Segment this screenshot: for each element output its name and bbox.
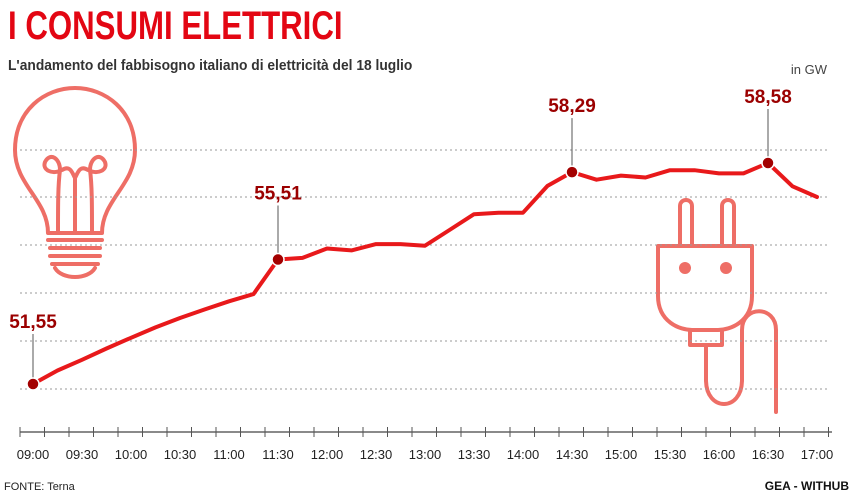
x-tick-label: 15:30 (654, 447, 687, 462)
source-note: FONTE: Terna (4, 481, 75, 493)
data-point-marker (565, 165, 579, 179)
data-point-marker (761, 156, 775, 170)
x-tick-label: 17:00 (801, 447, 834, 462)
x-tick-label: 13:30 (458, 447, 491, 462)
credit-label: GEA - WITHUB (764, 479, 849, 493)
chart-subtitle: L'andamento del fabbisogno italiano di e… (8, 57, 413, 74)
data-point-marker (271, 252, 285, 267)
x-tick-label: 12:00 (311, 447, 344, 462)
x-tick-label: 11:30 (262, 447, 294, 462)
series-line (31, 161, 819, 386)
x-tick-label: 09:30 (66, 447, 99, 462)
x-tick-label: 14:00 (507, 447, 540, 462)
light-bulb-icon (13, 86, 137, 279)
chart-title: I CONSUMI ELETTRICI (8, 4, 343, 48)
x-tick-label: 15:00 (605, 447, 638, 462)
x-tick-label: 12:30 (360, 447, 393, 462)
x-tick-label: 11:00 (213, 447, 245, 462)
x-tick-label: 16:00 (703, 447, 736, 462)
data-point-label: 58,58 (744, 87, 792, 108)
data-point-label: 55,51 (254, 184, 302, 205)
x-tick-label: 16:30 (752, 447, 785, 462)
data-point-label: 51,55 (9, 312, 57, 333)
x-tick-label: 10:30 (164, 447, 197, 462)
x-tick-label: 14:30 (556, 447, 589, 462)
x-tick-label: 13:00 (409, 447, 442, 462)
data-point-label: 58,29 (548, 96, 596, 117)
unit-label: in GW (790, 62, 827, 77)
data-point-marker (26, 377, 40, 391)
electric-plug-icon (656, 198, 778, 414)
x-tick-label: 09:00 (17, 447, 50, 462)
x-tick-label: 10:00 (115, 447, 148, 462)
